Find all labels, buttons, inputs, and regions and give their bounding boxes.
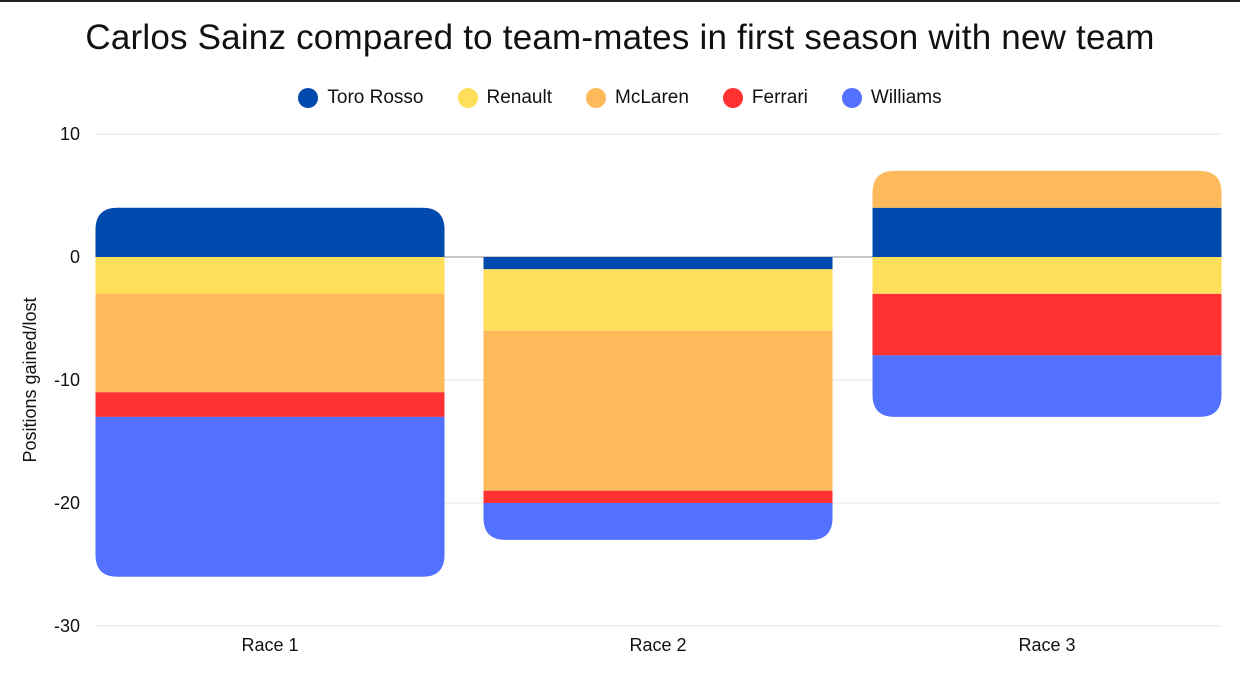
bar-ferrari-race-2 (483, 490, 833, 503)
legend-swatch (586, 88, 606, 108)
y-tick-label: 0 (70, 247, 80, 267)
bar-ferrari-race-3 (872, 293, 1222, 356)
legend-item-ferrari: Ferrari (722, 87, 808, 109)
legend-label: Williams (870, 87, 942, 108)
chart-title: Carlos Sainz compared to team-mates in f… (85, 18, 1155, 57)
y-tick-label: -30 (54, 616, 80, 636)
bar-mclaren-race-3 (872, 170, 1222, 208)
legend-item-mclaren: McLaren (586, 87, 689, 109)
y-tick-label: 10 (60, 124, 80, 144)
bar-renault-race-3 (872, 257, 1222, 294)
legend-swatch (298, 88, 319, 108)
bar-williams-race-3 (872, 355, 1222, 417)
legend-label: McLaren (615, 87, 689, 108)
bar-ferrari-race-1 (95, 392, 445, 417)
bar-toro-rosso-race-3 (872, 207, 1222, 257)
x-tick-label: Race 1 (241, 635, 298, 655)
legend-item-williams: Williams (841, 87, 942, 109)
x-tick-label: Race 3 (1018, 635, 1075, 655)
y-tick-label: -10 (54, 370, 80, 390)
bar-williams-race-2 (483, 503, 833, 540)
legend: Toro Rosso Renault McLaren Ferrari Willi… (0, 87, 1240, 109)
y-axis-label: Positions gained/lost (20, 297, 40, 462)
bar-mclaren-race-2 (483, 330, 833, 491)
bar-mclaren-race-1 (95, 293, 445, 393)
top-rule (0, 0, 1240, 2)
y-tick-label: -20 (54, 493, 80, 513)
bar-toro-rosso-race-2 (483, 257, 833, 270)
legend-swatch (722, 88, 743, 108)
x-tick-label: Race 2 (629, 635, 686, 655)
bar-williams-race-1 (95, 416, 445, 577)
bar-renault-race-2 (483, 269, 833, 331)
legend-swatch (457, 88, 478, 108)
legend-swatch (841, 88, 862, 108)
legend-label: Ferrari (751, 87, 808, 108)
legend-label: Toro Rosso (327, 87, 424, 108)
legend-item-toro-rosso: Toro Rosso (298, 87, 424, 109)
bar-toro-rosso-race-1 (95, 207, 445, 257)
bar-renault-race-1 (95, 257, 445, 294)
legend-item-renault: Renault (457, 87, 553, 109)
legend-label: Renault (486, 87, 553, 108)
